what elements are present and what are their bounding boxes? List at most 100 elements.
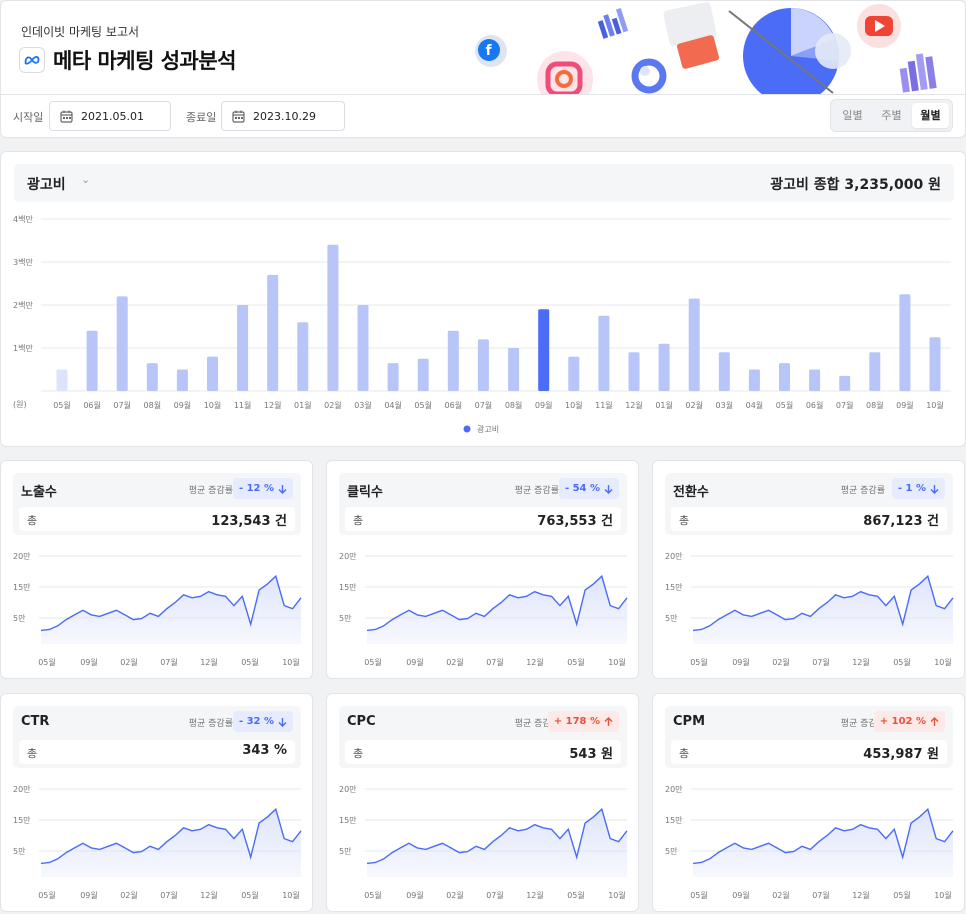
total-value: 343 %	[242, 743, 287, 758]
ad-spend-bar[interactable]	[748, 369, 760, 392]
y-tick-label: 20만	[339, 785, 357, 794]
ad-spend-bar[interactable]	[839, 375, 851, 391]
ad-spend-bar[interactable]	[237, 305, 249, 391]
change-value: - 12 %	[238, 483, 274, 494]
ad-spend-bar[interactable]	[207, 356, 218, 391]
arrow-down-icon	[604, 484, 613, 494]
arrow-down-icon	[278, 484, 287, 494]
x-tick-label: 02월	[120, 890, 138, 900]
ad-spend-bar[interactable]	[508, 348, 520, 391]
ad-spend-bar[interactable]	[688, 298, 700, 392]
total-label: 총	[27, 747, 38, 760]
x-tick-label: 05월	[690, 890, 708, 900]
x-tick-label: 08월	[144, 400, 162, 410]
total-value: 123,543 건	[211, 514, 287, 529]
change-badge: - 1 %	[891, 478, 945, 499]
line-area-fill	[693, 809, 953, 877]
ad-spend-bar[interactable]	[86, 330, 98, 391]
line-area-fill	[41, 809, 301, 877]
arrow-up-icon	[930, 716, 939, 726]
ad-spend-bar[interactable]	[417, 358, 429, 392]
period-weekly-button[interactable]: 주별	[881, 109, 902, 122]
ad-spend-bar[interactable]	[176, 369, 188, 392]
y-tick-label: 5만	[13, 614, 26, 623]
metric-line-chart: 20만 15만 5만 05월 09월 02월 07월 12월 05월 10월	[13, 785, 302, 900]
y-tick-label: 15만	[339, 816, 357, 825]
change-badge: + 102 %	[873, 711, 945, 732]
calendar-icon	[60, 110, 73, 123]
ad-spend-bar[interactable]	[718, 352, 730, 391]
metric-total-row: 총 453,987 원	[665, 736, 953, 768]
x-tick-label: 05월	[364, 890, 382, 900]
ad-spend-bar[interactable]	[869, 352, 881, 391]
instagram-icon	[537, 51, 593, 94]
period-monthly-button[interactable]: 월별	[912, 103, 949, 128]
end-date-input[interactable]: 2023.10.29	[221, 101, 345, 131]
title-row: 메타 마케팅 성과분석	[19, 45, 237, 75]
ad-spend-bar[interactable]	[779, 363, 790, 391]
ad-spend-bar[interactable]	[899, 294, 911, 392]
metric-total-row: 총 543 원	[339, 736, 627, 768]
end-date-value: 2023.10.29	[253, 109, 316, 123]
x-tick-label: 05월	[567, 657, 585, 667]
ad-spend-bar[interactable]	[116, 296, 128, 391]
start-date-label: 시작일	[13, 111, 44, 124]
x-tick-label: 12월	[852, 890, 870, 900]
change-badge: - 54 %	[558, 478, 619, 499]
x-tick-label: 09월	[535, 400, 553, 410]
start-date-input[interactable]: 2021.05.01	[49, 101, 171, 131]
metric-card-header: CPM 평균 증감률 + 102 %	[665, 706, 953, 736]
y-tick-label: 15만	[665, 583, 683, 592]
ad-spend-bar[interactable]	[267, 274, 279, 391]
x-tick-label: 12월	[200, 657, 218, 667]
x-tick-label: 07월	[160, 890, 178, 900]
change-value: - 1 %	[897, 483, 926, 494]
x-tick-label: 09월	[406, 657, 424, 667]
y-tick-label: 15만	[665, 816, 683, 825]
line-area-fill	[693, 576, 953, 644]
ad-spend-total: 광고비 종합 3,235,000 원	[770, 177, 941, 193]
line-area-fill	[367, 809, 627, 877]
ad-spend-bar[interactable]	[146, 363, 158, 391]
chevron-down-icon[interactable]: ⌄	[81, 173, 91, 186]
x-tick-label: 07월	[836, 400, 854, 410]
metric-line-chart: 20만 15만 5만 05월 09월 02월 07월 12월 05월 10월	[13, 552, 302, 667]
total-label: 총	[679, 514, 690, 527]
x-tick-label: 06월	[83, 400, 101, 410]
ad-spend-bar[interactable]	[387, 363, 399, 391]
line-series	[366, 574, 628, 632]
x-tick-label: 04월	[746, 400, 764, 410]
y-tick-label: 5만	[339, 847, 352, 856]
x-tick-label: 03월	[716, 400, 734, 410]
y-tick-label: 15만	[339, 583, 357, 592]
x-tick-label: 09월	[896, 400, 914, 410]
x-tick-label: 01월	[655, 400, 673, 410]
ad-spend-bar[interactable]	[327, 244, 339, 391]
metric-dropdown[interactable]: 광고비	[27, 177, 66, 193]
ad-spend-bar[interactable]	[56, 369, 68, 392]
x-tick-label: 10월	[934, 890, 952, 900]
ad-spend-bar[interactable]	[809, 369, 821, 392]
ad-spend-bar[interactable]	[357, 305, 369, 391]
ad-spend-bar[interactable]	[598, 315, 610, 392]
x-tick-label: 08월	[866, 400, 884, 410]
ad-spend-bar[interactable]	[628, 352, 640, 391]
ad-spend-bar-chart: 4백만 3백만 2백만 1백만 (원) 05월 06월 07월 08월 09월 10월 11월 12월 0…	[13, 214, 951, 434]
x-tick-label: 05월	[414, 400, 432, 410]
ad-spend-bar[interactable]	[477, 339, 489, 391]
ad-spend-bar[interactable]	[538, 309, 550, 391]
line-series	[692, 574, 954, 632]
x-tick-label: 02월	[685, 400, 703, 410]
x-tick-label: 09월	[732, 657, 750, 667]
x-tick-label: 09월	[174, 400, 192, 410]
x-tick-label: 04월	[384, 400, 402, 410]
y-tick-label: 20만	[665, 552, 683, 561]
ad-spend-bar[interactable]	[568, 356, 580, 391]
ad-spend-bar[interactable]	[929, 337, 941, 392]
ad-spend-bar[interactable]	[658, 343, 670, 391]
page-title: 메타 마케팅 성과분석	[53, 49, 237, 73]
metric-card-header: CPC 평균 증감률 + 178 %	[339, 706, 627, 736]
period-daily-button[interactable]: 일별	[842, 109, 863, 122]
ad-spend-bar[interactable]	[447, 330, 459, 391]
ad-spend-bar[interactable]	[297, 322, 309, 391]
